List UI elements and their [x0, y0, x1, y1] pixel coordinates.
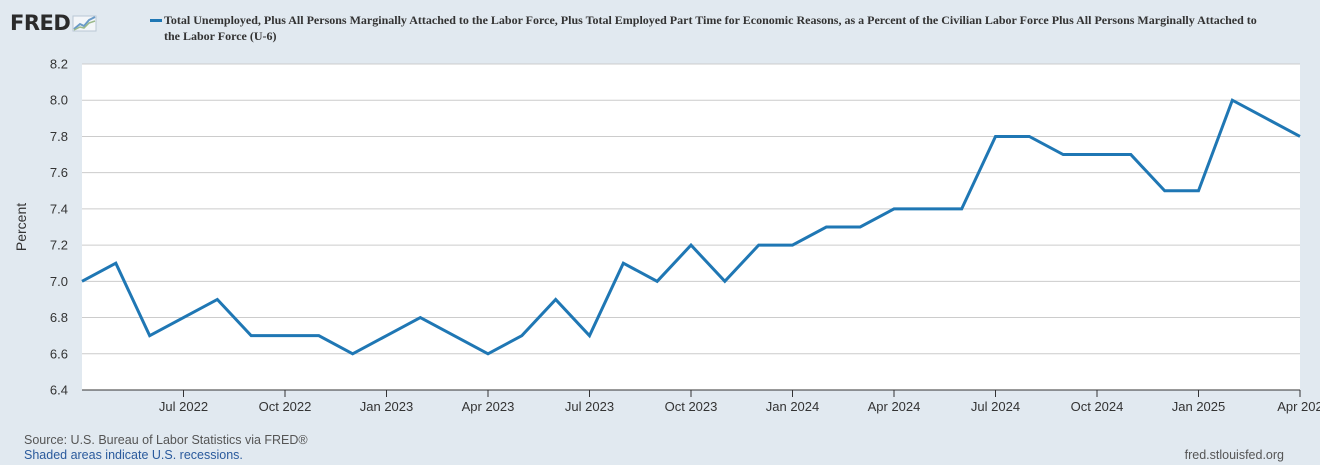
chart-footer: Source: U.S. Bureau of Labor Statistics …: [24, 433, 308, 463]
data-point[interactable]: [1229, 97, 1235, 103]
data-point[interactable]: [214, 296, 220, 302]
x-tick-label: Jan 2024: [766, 399, 820, 414]
data-point[interactable]: [113, 260, 119, 266]
data-point[interactable]: [1196, 188, 1202, 194]
data-point[interactable]: [1026, 133, 1032, 139]
y-tick-label: 7.6: [50, 165, 68, 180]
y-tick-label: 8.2: [50, 57, 68, 72]
y-tick-label: 8.0: [50, 93, 68, 108]
y-tick-label: 7.0: [50, 274, 68, 289]
data-point[interactable]: [891, 206, 897, 212]
data-point[interactable]: [790, 242, 796, 248]
y-axis-label: Percent: [13, 203, 29, 251]
fred-logo-text: FRED: [10, 11, 71, 35]
y-tick-label: 7.4: [50, 201, 68, 216]
y-tick-label: 7.8: [50, 129, 68, 144]
data-point[interactable]: [451, 333, 457, 339]
data-point[interactable]: [959, 206, 965, 212]
data-point[interactable]: [756, 242, 762, 248]
x-tick-label: Jul 2024: [971, 399, 1020, 414]
x-tick-label: Apr 2024: [868, 399, 921, 414]
x-tick-label: Apr 202: [1277, 399, 1320, 414]
x-tick-label: Jul 2022: [159, 399, 208, 414]
data-point[interactable]: [1094, 152, 1100, 158]
data-point[interactable]: [316, 333, 322, 339]
data-point[interactable]: [1128, 152, 1134, 158]
plot-area: [82, 64, 1300, 390]
y-axis: 6.4 6.6 6.8 7.0 7.2 7.4 7.6 7.8 8.0 8.2: [50, 57, 68, 398]
data-point[interactable]: [147, 333, 153, 339]
source-note: Source: U.S. Bureau of Labor Statistics …: [24, 433, 308, 447]
data-point[interactable]: [282, 333, 288, 339]
data-point[interactable]: [654, 278, 660, 284]
x-tick-label: Oct 2023: [665, 399, 718, 414]
x-tick-label: Jul 2023: [565, 399, 614, 414]
graph-line-icon: [72, 15, 97, 32]
data-point[interactable]: [553, 296, 559, 302]
x-tick-label: Apr 2023: [462, 399, 515, 414]
chart-header: FRED Total Unemployed, Plus All Persons …: [10, 8, 1310, 56]
line-chart[interactable]: 6.4 6.6 6.8 7.0 7.2 7.4 7.6 7.8 8.0 8.2 Jul 2022 O…: [0, 0, 1320, 430]
data-point[interactable]: [384, 333, 390, 339]
chart-legend: Total Unemployed, Plus All Persons Margi…: [150, 12, 1260, 44]
data-point[interactable]: [1297, 133, 1303, 139]
data-point[interactable]: [925, 206, 931, 212]
y-tick-label: 6.4: [50, 383, 68, 398]
data-point[interactable]: [79, 278, 85, 284]
y-tick-label: 7.2: [50, 238, 68, 253]
x-tick-label: Jan 2023: [360, 399, 414, 414]
data-point[interactable]: [857, 224, 863, 230]
data-point[interactable]: [688, 242, 694, 248]
x-tick-label: Oct 2022: [259, 399, 312, 414]
data-point[interactable]: [722, 278, 728, 284]
data-point[interactable]: [620, 260, 626, 266]
data-point[interactable]: [181, 315, 187, 321]
data-point[interactable]: [1060, 152, 1066, 158]
data-point[interactable]: [823, 224, 829, 230]
site-url[interactable]: fred.stlouisfed.org: [1184, 448, 1284, 462]
data-point[interactable]: [1162, 188, 1168, 194]
y-tick-label: 6.8: [50, 310, 68, 325]
series-line[interactable]: [81, 98, 1301, 356]
data-point[interactable]: [519, 333, 525, 339]
data-point[interactable]: [248, 333, 254, 339]
x-tick-label: Jan 2025: [1172, 399, 1226, 414]
data-point[interactable]: [1263, 115, 1269, 121]
series-title: Total Unemployed, Plus All Persons Margi…: [164, 13, 1257, 43]
data-point[interactable]: [993, 133, 999, 139]
fred-logo[interactable]: FRED: [10, 12, 98, 34]
x-axis: Jul 2022 Oct 2022 Jan 2023 Apr 2023 Jul 2023…: [82, 389, 1320, 414]
data-point[interactable]: [350, 351, 356, 357]
y-tick-label: 6.6: [50, 346, 68, 361]
x-tick-label: Oct 2024: [1071, 399, 1124, 414]
data-point[interactable]: [485, 351, 491, 357]
data-point[interactable]: [587, 333, 593, 339]
recession-note[interactable]: Shaded areas indicate U.S. recessions.: [24, 448, 243, 462]
legend-line-swatch: [150, 19, 162, 22]
data-point[interactable]: [417, 315, 423, 321]
